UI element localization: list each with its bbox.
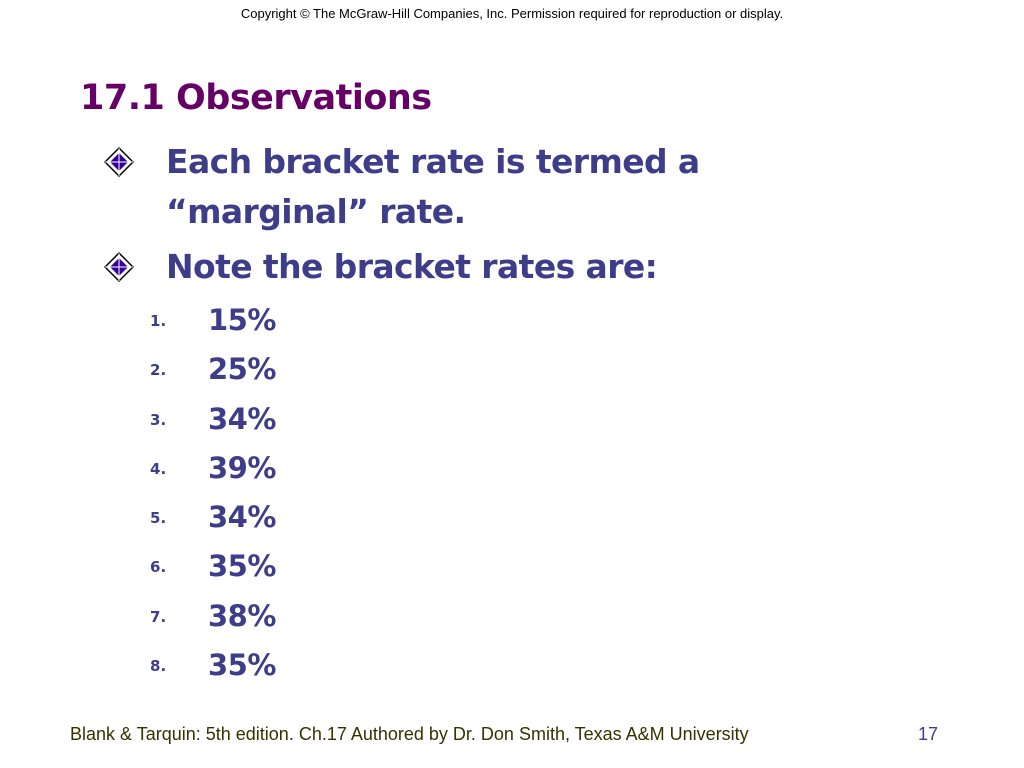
bullet-text-line: Note the bracket rates are: xyxy=(166,247,658,286)
rate-value: 34% xyxy=(208,500,276,535)
list-number: 6 xyxy=(150,558,180,576)
diamond-bullet-icon xyxy=(104,252,134,282)
bullet-item: Note the bracket rates are: xyxy=(104,242,784,292)
bullet-item: Each bracket rate is termed a “marginal”… xyxy=(104,137,784,237)
rate-value: 15% xyxy=(208,303,276,337)
diamond-bullet-icon xyxy=(104,147,134,177)
list-number: 5 xyxy=(150,509,180,527)
footer-citation: Blank & Tarquin: 5th edition. Ch.17 Auth… xyxy=(70,724,749,744)
rate-value: 25% xyxy=(208,352,276,387)
rate-value: 38% xyxy=(208,598,276,633)
copyright-notice: Copyright © The McGraw-Hill Companies, I… xyxy=(240,6,784,21)
rate-value: 39% xyxy=(208,450,276,485)
bullet-text-line: “marginal” rate. xyxy=(166,192,466,231)
list-number: 3 xyxy=(150,411,180,429)
bullet-text-line: Each bracket rate is termed a xyxy=(166,142,700,181)
list-number: 1 xyxy=(150,312,180,330)
list-number: 4 xyxy=(150,460,180,478)
rate-value: 35% xyxy=(208,549,276,584)
list-number: 8 xyxy=(150,657,180,675)
rate-value: 35% xyxy=(208,648,276,683)
page-number: 17 xyxy=(917,724,938,744)
list-number: 7 xyxy=(150,608,180,626)
rate-value: 34% xyxy=(208,401,276,436)
slide-title: 17.1 Observations xyxy=(80,78,432,118)
list-number: 2 xyxy=(150,361,180,379)
